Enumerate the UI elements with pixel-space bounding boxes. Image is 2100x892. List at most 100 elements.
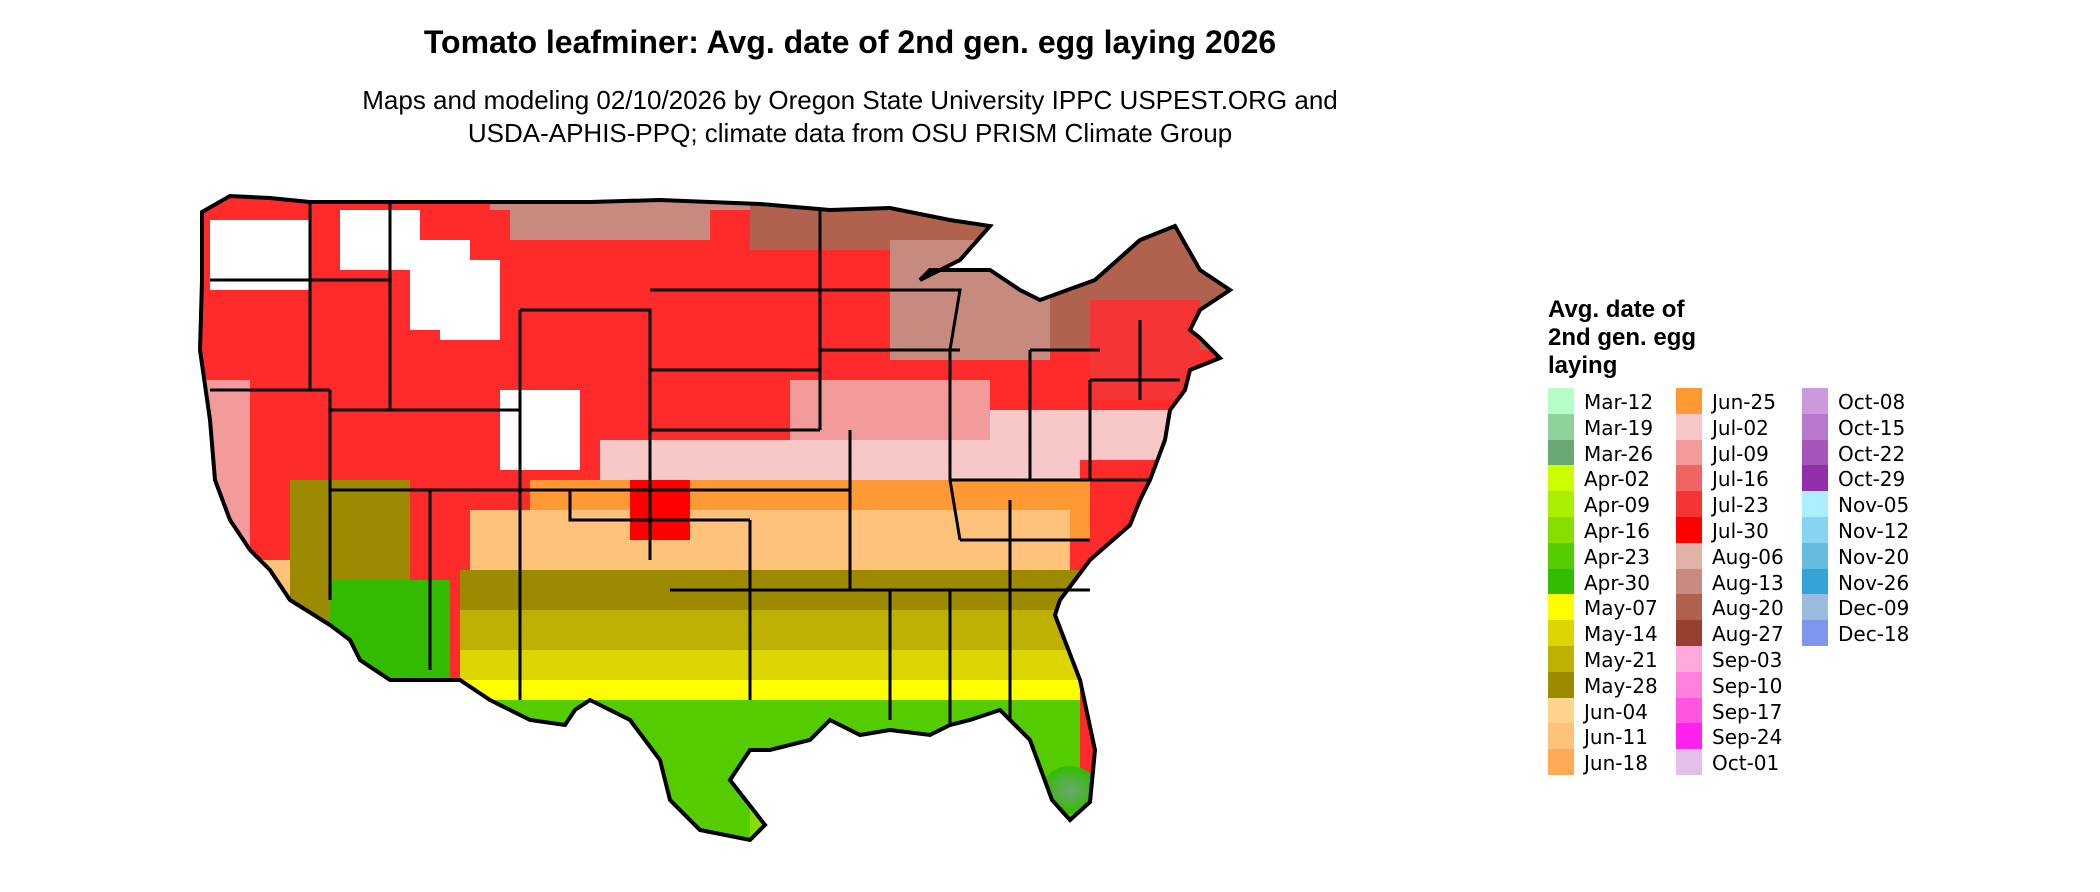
legend-label: Mar-12 <box>1584 390 1654 414</box>
legend-swatch <box>1676 594 1702 621</box>
legend-label: Nov-05 <box>1838 493 1910 518</box>
legend-swatch <box>1548 594 1574 621</box>
legend-item: Aug-06 <box>1676 542 1804 569</box>
legend-swatch <box>1676 646 1702 672</box>
legend-swatch <box>1548 723 1574 750</box>
legend-item: Jul-16 <box>1676 465 1804 491</box>
legend-item: Nov-05 <box>1802 491 1930 517</box>
legend-swatch <box>1548 465 1574 492</box>
legend-swatch <box>1548 542 1574 569</box>
map-subtitle: Maps and modeling 02/10/2026 by Oregon S… <box>0 84 1700 150</box>
legend-label: Jul-30 <box>1712 519 1769 543</box>
legend-swatch <box>1676 671 1702 698</box>
legend-label: Oct-01 <box>1712 751 1780 776</box>
legend-label: Oct-15 <box>1838 415 1906 440</box>
legend-swatch <box>1802 620 1828 646</box>
legend-swatch <box>1802 517 1828 543</box>
legend-label: Jun-04 <box>1584 699 1648 724</box>
legend-swatch <box>1676 465 1702 492</box>
legend-swatch <box>1676 517 1702 543</box>
legend-swatch <box>1676 542 1702 569</box>
legend-label: Jun-11 <box>1584 725 1648 750</box>
legend-label: May-21 <box>1584 648 1658 672</box>
legend-item: Aug-27 <box>1676 620 1804 646</box>
legend-label: Jul-02 <box>1712 415 1769 440</box>
legend-label: Oct-29 <box>1838 467 1906 492</box>
legend-label: Jun-18 <box>1584 751 1648 776</box>
legend-label: Sep-03 <box>1712 648 1783 672</box>
legend-label: Sep-24 <box>1712 725 1783 750</box>
legend-item: Oct-15 <box>1802 413 1930 440</box>
legend-item: Sep-03 <box>1676 646 1804 672</box>
legend-item: Sep-17 <box>1676 697 1804 724</box>
legend-label: Apr-09 <box>1584 493 1650 518</box>
legend-swatch <box>1802 542 1828 569</box>
legend-swatch <box>1548 491 1574 517</box>
legend-label: May-28 <box>1584 673 1658 698</box>
legend-swatch <box>1548 749 1574 775</box>
legend-title-line-3: laying <box>1548 352 1618 379</box>
legend-item: Nov-26 <box>1802 568 1930 595</box>
legend-label: Dec-18 <box>1838 622 1910 647</box>
legend-title-line-2: 2nd gen. egg <box>1548 324 1697 351</box>
legend-item: Aug-20 <box>1676 594 1804 620</box>
legend-title-line-1: Avg. date of <box>1548 296 1685 323</box>
legend-item: Jun-11 <box>1548 723 1676 749</box>
legend-label: May-14 <box>1584 622 1658 647</box>
legend-swatch <box>1548 671 1574 698</box>
legend-swatch <box>1676 413 1702 440</box>
legend-item: Oct-08 <box>1802 388 1930 414</box>
legend-item: Sep-24 <box>1676 723 1804 749</box>
legend-label: Jul-09 <box>1712 441 1769 466</box>
map-title: Tomato leafminer: Avg. date of 2nd gen. … <box>423 24 1277 60</box>
legend-label: Sep-17 <box>1712 699 1783 724</box>
subtitle-line-1: Maps and modeling 02/10/2026 by Oregon S… <box>362 85 1338 115</box>
legend-swatch <box>1548 413 1574 440</box>
legend-item: Sep-10 <box>1676 671 1804 698</box>
legend-swatch <box>1802 594 1828 621</box>
legend-item: Mar-19 <box>1548 413 1676 440</box>
legend-label: Sep-10 <box>1712 673 1783 698</box>
legend-swatch <box>1548 568 1574 595</box>
subtitle-line-2: USDA-APHIS-PPQ; climate data from OSU PR… <box>467 118 1233 148</box>
legend-item: Apr-09 <box>1548 491 1676 517</box>
legend-item: Oct-22 <box>1802 439 1930 466</box>
legend-item: Apr-02 <box>1548 465 1676 491</box>
legend-swatch <box>1802 439 1828 466</box>
legend-label: Aug-27 <box>1712 622 1784 647</box>
legend-item: Jul-30 <box>1676 517 1804 543</box>
legend-item: Nov-12 <box>1802 517 1930 543</box>
legend-label: Aug-06 <box>1712 544 1784 569</box>
legend-item: Apr-16 <box>1548 517 1676 543</box>
legend-item: Oct-01 <box>1676 749 1804 775</box>
legend-swatch <box>1802 465 1828 492</box>
legend-item: Mar-12 <box>1548 388 1676 414</box>
legend-label: Apr-30 <box>1584 570 1650 595</box>
legend-swatch <box>1548 439 1574 466</box>
legend-item: May-07 <box>1548 594 1676 620</box>
legend-label: Apr-23 <box>1584 544 1650 569</box>
legend-swatch <box>1802 413 1828 440</box>
legend-swatch <box>1676 697 1702 724</box>
legend-swatch <box>1676 723 1702 750</box>
legend-item: Nov-20 <box>1802 542 1930 569</box>
legend-label: May-07 <box>1584 596 1658 621</box>
legend-label: Nov-12 <box>1838 519 1910 543</box>
legend-item: Dec-09 <box>1802 594 1930 620</box>
legend-swatch <box>1802 388 1828 414</box>
legend-label: Jul-16 <box>1712 467 1769 492</box>
legend-item: Jul-23 <box>1676 491 1804 517</box>
legend-item: May-14 <box>1548 620 1676 646</box>
legend-swatch <box>1676 439 1702 466</box>
legend-swatch <box>1676 620 1702 646</box>
legend-item: May-21 <box>1548 646 1676 672</box>
legend-label: Aug-20 <box>1712 596 1784 621</box>
legend-item: Oct-29 <box>1802 465 1930 491</box>
legend-item: Aug-13 <box>1676 568 1804 595</box>
legend-swatch <box>1548 620 1574 646</box>
legend-label: Oct-22 <box>1838 441 1906 466</box>
legend-item: Jun-25 <box>1676 388 1804 414</box>
state-boundaries <box>210 202 1180 725</box>
legend-swatch <box>1802 568 1828 595</box>
legend-item: May-28 <box>1548 671 1676 698</box>
